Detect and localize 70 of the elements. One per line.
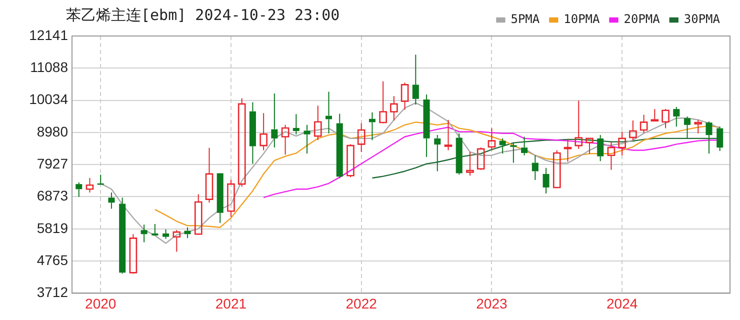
candlestick (444, 119, 452, 151)
y-tick-label: 3712 (36, 284, 68, 300)
candlestick (184, 226, 191, 239)
candlestick (618, 131, 626, 156)
candlestick (650, 108, 659, 122)
candlestick (227, 179, 235, 218)
y-tick-label: 5819 (36, 220, 68, 236)
candlestick (597, 134, 604, 162)
legend-label: 30PMA (684, 12, 721, 26)
candlestick (140, 224, 148, 243)
candlestick (673, 106, 680, 128)
candlestick (586, 138, 594, 154)
candlestick (574, 100, 583, 150)
x-tick-label: 2023 (476, 295, 508, 312)
candlestick (292, 114, 300, 135)
x-tick-label: 2022 (346, 295, 378, 312)
candlestick (521, 136, 528, 156)
y-tick-label: 4765 (36, 252, 68, 268)
y-tick-label: 8980 (36, 123, 68, 140)
x-tick-label: 2021 (215, 295, 247, 312)
candlestick (510, 142, 517, 164)
candlestick (532, 154, 538, 181)
x-tick-label: 2024 (606, 295, 638, 312)
candlestick (684, 116, 691, 139)
candlestick (390, 96, 398, 122)
x-tick-label: 2020 (85, 295, 116, 312)
chart-title: 苯乙烯主连[ebm] 2024-10-23 23:00 (66, 6, 340, 25)
candlestick (271, 92, 278, 148)
candlestick (607, 141, 616, 170)
candlestick (488, 128, 496, 151)
candlestick (564, 138, 572, 162)
candlestick (357, 122, 366, 152)
candlestick (76, 182, 82, 198)
legend-label: 10PMA (564, 12, 601, 26)
candlestick (238, 98, 246, 188)
candlestick (499, 138, 506, 154)
candlestick (434, 134, 441, 172)
candlestick (314, 105, 322, 141)
candlestick (86, 178, 94, 194)
candlestick (260, 112, 268, 151)
y-tick-label: 7927 (36, 155, 68, 172)
candlestick (694, 119, 702, 134)
candlestick (640, 114, 648, 134)
candlestick (423, 94, 430, 158)
candlestick (172, 230, 181, 252)
candlestick (119, 197, 126, 274)
candlestick (162, 228, 170, 240)
candlestick (97, 174, 104, 185)
candlestick (542, 167, 550, 194)
candlestick (466, 151, 474, 176)
candlestick (716, 126, 724, 152)
candlestick (281, 124, 290, 156)
candlestick (706, 121, 712, 154)
candlestick (412, 54, 419, 106)
candlestick (336, 113, 343, 179)
candlestick (304, 124, 310, 154)
candlestick (249, 102, 256, 164)
candlestick (152, 223, 158, 236)
legend-label: 5PMA (510, 12, 540, 26)
candlestick (629, 120, 637, 141)
legend-label: 20PMA (624, 12, 661, 26)
y-tick-label: 10034 (29, 91, 68, 108)
candlestick (456, 132, 462, 176)
candlestick (205, 147, 214, 204)
y-tick-label: 6873 (36, 188, 68, 204)
y-tick-label: 12141 (29, 26, 68, 43)
y-tick-label: 11088 (30, 58, 68, 75)
candlestick (108, 192, 115, 210)
candlestick (379, 80, 387, 124)
candlestick (400, 82, 409, 110)
